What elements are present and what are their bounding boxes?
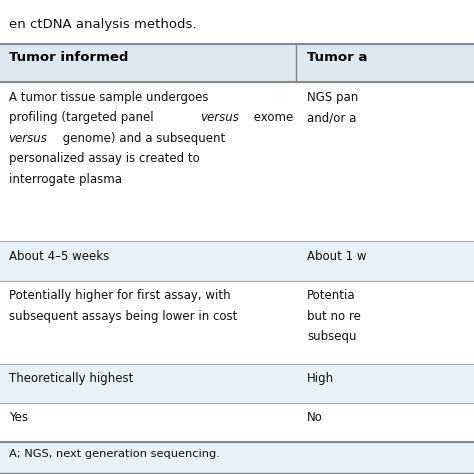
Text: subsequ: subsequ [307,330,356,343]
Text: Yes: Yes [9,411,27,424]
Text: versus: versus [200,111,239,124]
Text: Theoretically highest: Theoretically highest [9,372,133,385]
Bar [0,44,474,82]
Bar [0,403,474,442]
Text: About 1 w: About 1 w [307,250,367,263]
Text: A tumor tissue sample undergoes: A tumor tissue sample undergoes [9,91,208,104]
Bar [0,281,474,364]
Text: Tumor informed: Tumor informed [9,51,128,64]
Text: personalized assay is created to: personalized assay is created to [9,152,199,165]
Text: interrogate plasma: interrogate plasma [9,173,121,185]
Text: NGS pan: NGS pan [307,91,358,104]
Text: High: High [307,372,334,385]
Text: and/or a: and/or a [307,111,356,124]
Text: but no re: but no re [307,310,361,322]
Text: profiling (targeted panel: profiling (targeted panel [9,111,157,124]
Text: genome) and a subsequent: genome) and a subsequent [59,132,225,145]
Text: en ctDNA analysis methods.: en ctDNA analysis methods. [9,18,196,31]
Text: subsequent assays being lower in cost: subsequent assays being lower in cost [9,310,237,322]
Text: About 4–5 weeks: About 4–5 weeks [9,250,109,263]
Bar [0,364,474,403]
Bar [0,241,474,281]
Text: versus: versus [9,132,47,145]
Text: No: No [307,411,323,424]
Bar [0,82,474,241]
Text: Potentially higher for first assay, with: Potentially higher for first assay, with [9,289,230,302]
Bar [0,442,474,473]
Text: A; NGS, next generation sequencing.: A; NGS, next generation sequencing. [9,449,219,459]
Text: Tumor a: Tumor a [307,51,367,64]
Text: Potentia: Potentia [307,289,356,302]
Text: exome: exome [250,111,293,124]
